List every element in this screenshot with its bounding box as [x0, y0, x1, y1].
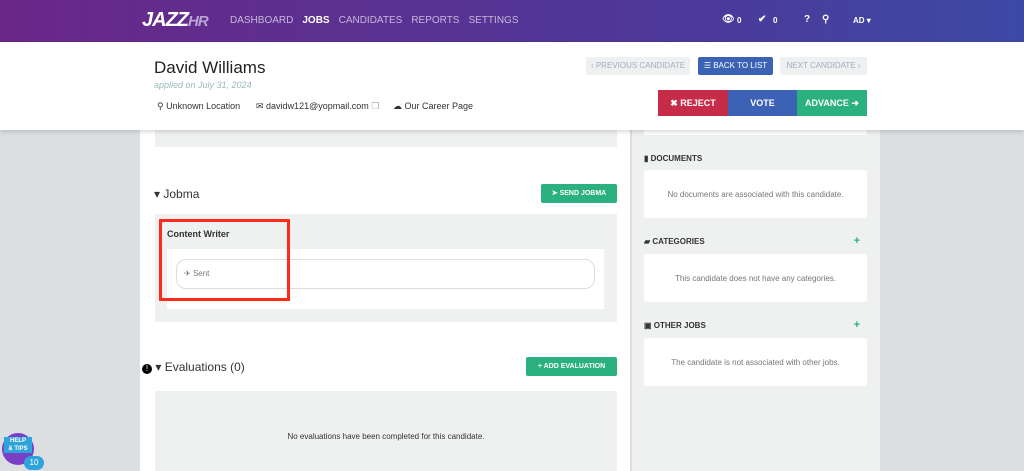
- source: ☁ Our Career Page: [393, 101, 474, 111]
- help-tips-button[interactable]: HELP & TIPS 10: [2, 433, 44, 470]
- views-count: 0: [737, 16, 742, 25]
- applied-date: applied on July 31, 2024: [154, 80, 252, 90]
- nav-jobs[interactable]: JOBS: [302, 15, 330, 26]
- jobma-section-toggle[interactable]: ▾ Jobma: [154, 187, 200, 201]
- nav-dashboard[interactable]: DASHBOARD: [230, 15, 294, 26]
- back-to-list-button[interactable]: ☰ BACK TO LIST: [698, 57, 773, 75]
- add-category-icon[interactable]: +: [853, 235, 860, 247]
- nav-settings[interactable]: SETTINGS: [468, 15, 519, 26]
- documents-empty: No documents are associated with this ca…: [644, 170, 867, 218]
- candidate-header: David Williams applied on July 31, 2024 …: [0, 42, 1024, 130]
- pin-icon: ⚲: [157, 101, 167, 111]
- help-icon[interactable]: ?: [804, 14, 811, 25]
- user-menu[interactable]: AD ▾: [853, 16, 871, 25]
- location: ⚲ Unknown Location: [157, 101, 241, 111]
- top-nav: JAZZHR DASHBOARD JOBS CANDIDATES REPORTS…: [0, 0, 1024, 42]
- folder-icon: ▰: [644, 237, 653, 246]
- nav-candidates[interactable]: CANDIDATES: [338, 15, 403, 26]
- jobma-job-title: Content Writer: [167, 229, 230, 239]
- send-icon: ✈: [184, 269, 193, 278]
- views-icon[interactable]: 👁: [722, 14, 735, 25]
- highlight-box: [159, 219, 290, 301]
- jobma-status: ✈ Sent: [176, 259, 595, 289]
- other-jobs-empty: The candidate is not associated with oth…: [644, 338, 867, 386]
- jazzhr-logo[interactable]: JAZZHR: [142, 9, 209, 31]
- advance-button[interactable]: ADVANCE ➜: [797, 90, 867, 116]
- vote-button[interactable]: VOTE: [728, 90, 797, 116]
- documents-heading: ▮ DOCUMENTS: [644, 154, 703, 163]
- main-panel: ▾ Jobma ➤ SEND JOBMA Content Writer ✈ Se…: [140, 130, 630, 471]
- next-candidate-button[interactable]: NEXT CANDIDATE ›: [780, 57, 867, 75]
- add-other-job-icon[interactable]: +: [853, 319, 860, 331]
- nav-reports[interactable]: REPORTS: [411, 15, 460, 26]
- reject-button[interactable]: ✖ REJECT: [658, 90, 728, 116]
- add-evaluation-button[interactable]: + ADD EVALUATION: [526, 357, 617, 376]
- categories-heading: ▰ CATEGORIES: [644, 237, 705, 246]
- check-icon[interactable]: ✔: [758, 14, 767, 25]
- cloud-icon: ☁: [393, 101, 405, 111]
- other-jobs-heading: ▣ OTHER JOBS: [644, 321, 706, 330]
- briefcase-icon: ▣: [644, 321, 654, 330]
- copy-icon[interactable]: ❐: [371, 101, 380, 111]
- checks-count: 0: [773, 16, 778, 25]
- categories-empty: This candidate does not have any categor…: [644, 254, 867, 302]
- help-count-badge: 10: [24, 456, 44, 470]
- mail-icon: ✉: [256, 101, 267, 111]
- search-icon[interactable]: ⚲: [822, 14, 830, 25]
- evaluations-empty: No evaluations have been completed for t…: [287, 432, 485, 441]
- send-jobma-button[interactable]: ➤ SEND JOBMA: [541, 184, 617, 203]
- sidebar: ▮ DOCUMENTS No documents are associated …: [632, 130, 880, 471]
- previous-candidate-button[interactable]: ‹ PREVIOUS CANDIDATE: [586, 57, 690, 75]
- file-icon: ▮: [644, 154, 651, 163]
- candidate-name: David Williams: [154, 58, 266, 77]
- evaluations-section-toggle[interactable]: ! ▾ Evaluations (0): [142, 360, 245, 374]
- email[interactable]: ✉ davidw121@yopmail.com ❐: [256, 101, 380, 111]
- alert-icon: !: [142, 364, 152, 374]
